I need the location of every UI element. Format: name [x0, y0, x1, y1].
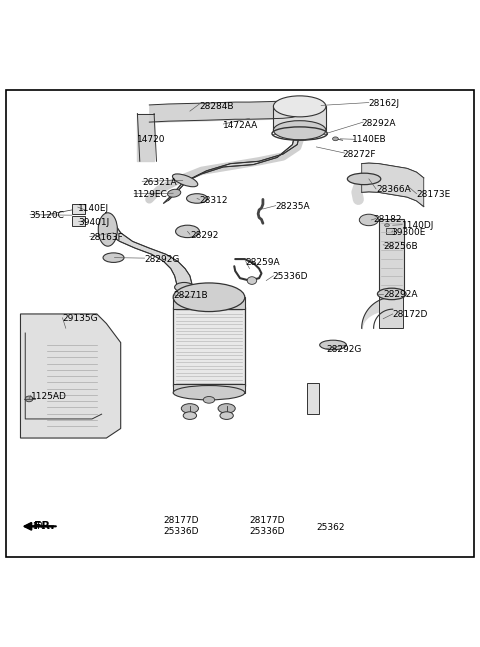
Text: 28292A: 28292A	[362, 118, 396, 127]
Text: 28235A: 28235A	[276, 202, 311, 211]
Text: 28173E: 28173E	[417, 190, 451, 199]
Text: 1140DJ: 1140DJ	[402, 221, 434, 230]
Ellipse shape	[218, 404, 235, 413]
Text: 1129EC: 1129EC	[132, 190, 168, 199]
Ellipse shape	[333, 137, 338, 141]
Polygon shape	[102, 226, 192, 285]
Bar	[173, 297, 245, 309]
Ellipse shape	[187, 193, 207, 203]
Ellipse shape	[168, 190, 181, 197]
Text: 28182: 28182	[373, 215, 402, 224]
Text: 28284B: 28284B	[199, 102, 234, 111]
Text: 28177D
25336D: 28177D 25336D	[250, 516, 285, 536]
Ellipse shape	[25, 396, 33, 402]
Text: 28272F: 28272F	[343, 149, 376, 159]
Ellipse shape	[274, 96, 326, 117]
Ellipse shape	[181, 404, 199, 413]
Bar	[173, 384, 245, 393]
Ellipse shape	[320, 340, 347, 350]
Ellipse shape	[183, 411, 197, 419]
Text: 28256B: 28256B	[383, 242, 418, 250]
Bar	[379, 219, 404, 290]
Text: 1140EJ: 1140EJ	[78, 204, 109, 212]
Text: 39401J: 39401J	[79, 218, 110, 227]
Ellipse shape	[203, 397, 215, 403]
Ellipse shape	[220, 411, 233, 419]
Ellipse shape	[98, 213, 117, 247]
Text: 1472AA: 1472AA	[223, 121, 259, 130]
Polygon shape	[164, 133, 300, 203]
Text: 28292G: 28292G	[326, 345, 361, 355]
Polygon shape	[21, 314, 120, 438]
Text: 25336D: 25336D	[273, 272, 308, 281]
Bar	[307, 383, 319, 414]
Text: 25362: 25362	[316, 523, 345, 532]
Ellipse shape	[176, 225, 199, 237]
Text: 1125AD: 1125AD	[31, 391, 67, 400]
Ellipse shape	[348, 173, 381, 184]
Text: 1140EB: 1140EB	[352, 135, 387, 144]
Ellipse shape	[360, 214, 378, 226]
Text: 28163F: 28163F	[90, 233, 123, 242]
Text: 28177D
25336D: 28177D 25336D	[164, 516, 199, 536]
Ellipse shape	[274, 121, 326, 140]
Ellipse shape	[173, 283, 245, 312]
Text: 29135G: 29135G	[62, 314, 98, 324]
Bar	[72, 216, 85, 226]
Ellipse shape	[173, 386, 245, 400]
Bar	[72, 204, 85, 214]
Text: FR.: FR.	[33, 522, 46, 531]
Ellipse shape	[384, 224, 389, 226]
Text: 28292: 28292	[190, 231, 218, 240]
Text: 28162J: 28162J	[369, 100, 400, 109]
Polygon shape	[362, 163, 424, 206]
Text: 28271B: 28271B	[173, 291, 208, 300]
Ellipse shape	[103, 253, 124, 263]
Bar	[379, 295, 403, 328]
Text: 35120C: 35120C	[29, 211, 64, 220]
Bar	[385, 228, 394, 234]
Text: 14720: 14720	[137, 135, 166, 144]
Bar	[274, 106, 326, 130]
Text: 28292G: 28292G	[144, 254, 180, 263]
Text: 28366A: 28366A	[376, 186, 411, 194]
Text: 28292A: 28292A	[383, 291, 418, 300]
Text: 28312: 28312	[199, 196, 228, 205]
Text: FR.: FR.	[34, 521, 54, 531]
Ellipse shape	[175, 283, 194, 292]
Text: 39300E: 39300E	[392, 228, 426, 237]
Text: 28172D: 28172D	[393, 311, 428, 320]
Bar	[173, 307, 245, 386]
Text: 26321A: 26321A	[142, 178, 177, 187]
Ellipse shape	[377, 288, 406, 300]
Text: 28259A: 28259A	[246, 258, 280, 267]
Ellipse shape	[247, 277, 257, 285]
Ellipse shape	[172, 174, 198, 187]
